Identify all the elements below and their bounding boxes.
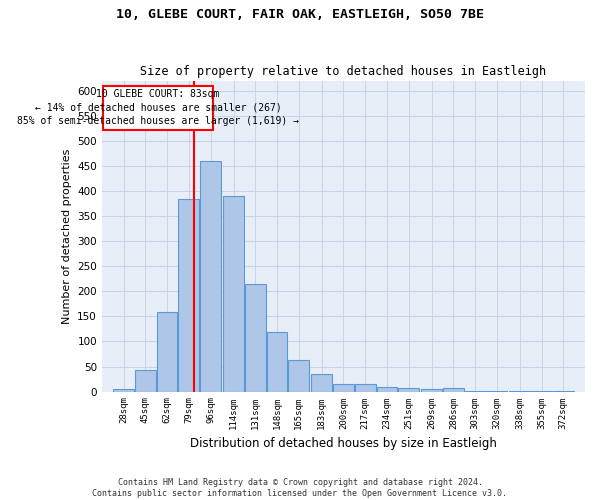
Text: 85% of semi-detached houses are larger (1,619) →: 85% of semi-detached houses are larger (… — [17, 116, 299, 126]
Y-axis label: Number of detached properties: Number of detached properties — [62, 148, 72, 324]
Bar — [266, 332, 287, 392]
Bar — [509, 391, 530, 392]
Bar — [289, 360, 309, 392]
X-axis label: Distribution of detached houses by size in Eastleigh: Distribution of detached houses by size … — [190, 437, 497, 450]
Bar — [157, 312, 178, 392]
Bar — [223, 196, 244, 392]
Text: Contains HM Land Registry data © Crown copyright and database right 2024.
Contai: Contains HM Land Registry data © Crown c… — [92, 478, 508, 498]
Bar — [398, 388, 419, 392]
Bar — [553, 391, 574, 392]
Bar — [443, 388, 464, 392]
Bar — [135, 370, 155, 392]
Title: Size of property relative to detached houses in Eastleigh: Size of property relative to detached ho… — [140, 66, 547, 78]
Text: 10 GLEBE COURT: 83sqm: 10 GLEBE COURT: 83sqm — [97, 89, 220, 99]
Bar — [355, 384, 376, 392]
Text: ← 14% of detached houses are smaller (267): ← 14% of detached houses are smaller (26… — [35, 102, 281, 113]
Bar — [531, 391, 552, 392]
Bar — [487, 391, 507, 392]
Bar — [178, 198, 199, 392]
Bar — [421, 389, 442, 392]
Bar — [200, 161, 221, 392]
Bar — [377, 386, 397, 392]
Text: 10, GLEBE COURT, FAIR OAK, EASTLEIGH, SO50 7BE: 10, GLEBE COURT, FAIR OAK, EASTLEIGH, SO… — [116, 8, 484, 20]
Bar — [333, 384, 354, 392]
FancyBboxPatch shape — [103, 86, 213, 130]
Bar — [113, 389, 134, 392]
Bar — [245, 284, 266, 392]
Bar — [311, 374, 332, 392]
Bar — [465, 390, 485, 392]
